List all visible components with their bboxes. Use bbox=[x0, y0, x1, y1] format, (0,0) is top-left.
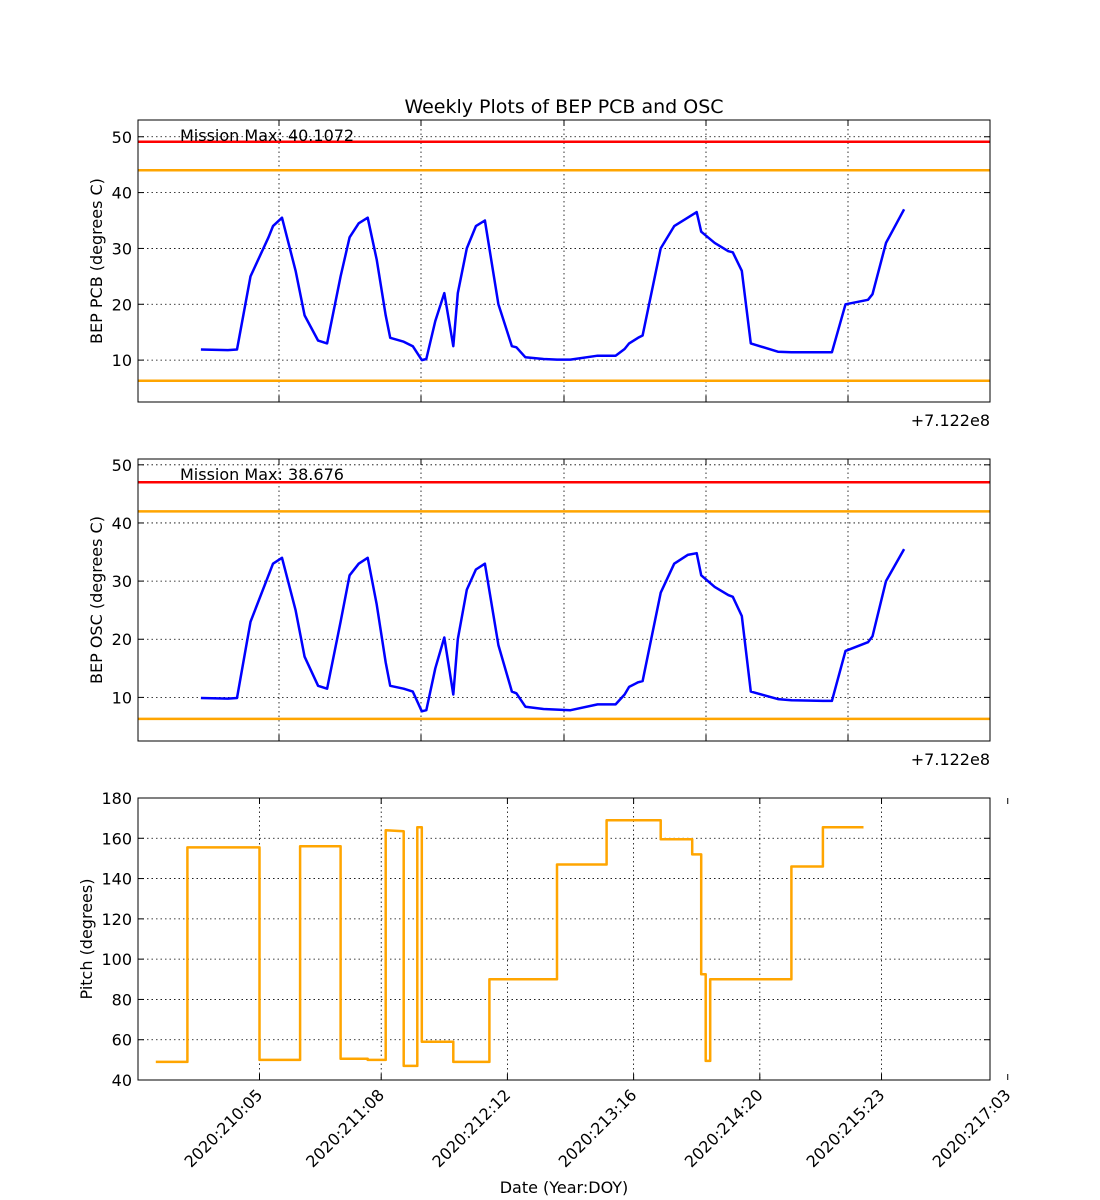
y-tick-label: 50 bbox=[112, 128, 132, 147]
data-series-line bbox=[155, 818, 864, 1068]
y-tick-label: 80 bbox=[112, 990, 132, 1009]
y-tick-label: 40 bbox=[112, 184, 132, 203]
data-series-line bbox=[200, 208, 906, 362]
y-tick-label: 40 bbox=[112, 514, 132, 533]
y-axis-label: Pitch (degrees) bbox=[77, 879, 96, 1000]
mission-max-annotation: Mission Max: 38.676 bbox=[180, 465, 344, 484]
y-tick-label: 10 bbox=[112, 688, 132, 707]
y-tick-label: 120 bbox=[101, 910, 132, 929]
y-tick-label: 50 bbox=[112, 456, 132, 475]
y-tick-label: 20 bbox=[112, 630, 132, 649]
chart-panel-1: 10 20 30 40 50 BEP PCB (degrees C) Mission Max… bbox=[87, 119, 991, 430]
mission-max-annotation: Mission Max: 40.1072 bbox=[180, 126, 354, 145]
y-tick-label: 10 bbox=[112, 351, 132, 370]
y-tick-label: 40 bbox=[112, 1071, 132, 1090]
figure-title: Weekly Plots of BEP PCB and OSC bbox=[404, 96, 723, 118]
y-axis-label: BEP OSC (degrees C) bbox=[87, 516, 106, 684]
y-tick-label: 20 bbox=[112, 295, 132, 314]
y-axis-label: BEP PCB (degrees C) bbox=[87, 178, 106, 344]
y-tick-label: 100 bbox=[101, 950, 132, 969]
x-offset-label: +7.122e8 bbox=[911, 411, 990, 430]
axes-frame bbox=[137, 797, 991, 1081]
y-tick-label: 30 bbox=[112, 239, 132, 258]
y-tick-label: 140 bbox=[101, 870, 132, 889]
x-offset-label: +7.122e8 bbox=[911, 750, 990, 769]
y-tick-label: 30 bbox=[112, 572, 132, 591]
y-tick-label: 60 bbox=[112, 1031, 132, 1050]
data-series-line bbox=[200, 548, 906, 713]
x-axis-label: Date (Year:DOY) bbox=[500, 1178, 629, 1197]
chart-panel-2: 10 20 30 40 50 BEP OSC (degrees C) Mission Max… bbox=[87, 456, 991, 769]
y-tick-label: 160 bbox=[101, 829, 132, 848]
y-tick-label: 180 bbox=[101, 789, 132, 808]
